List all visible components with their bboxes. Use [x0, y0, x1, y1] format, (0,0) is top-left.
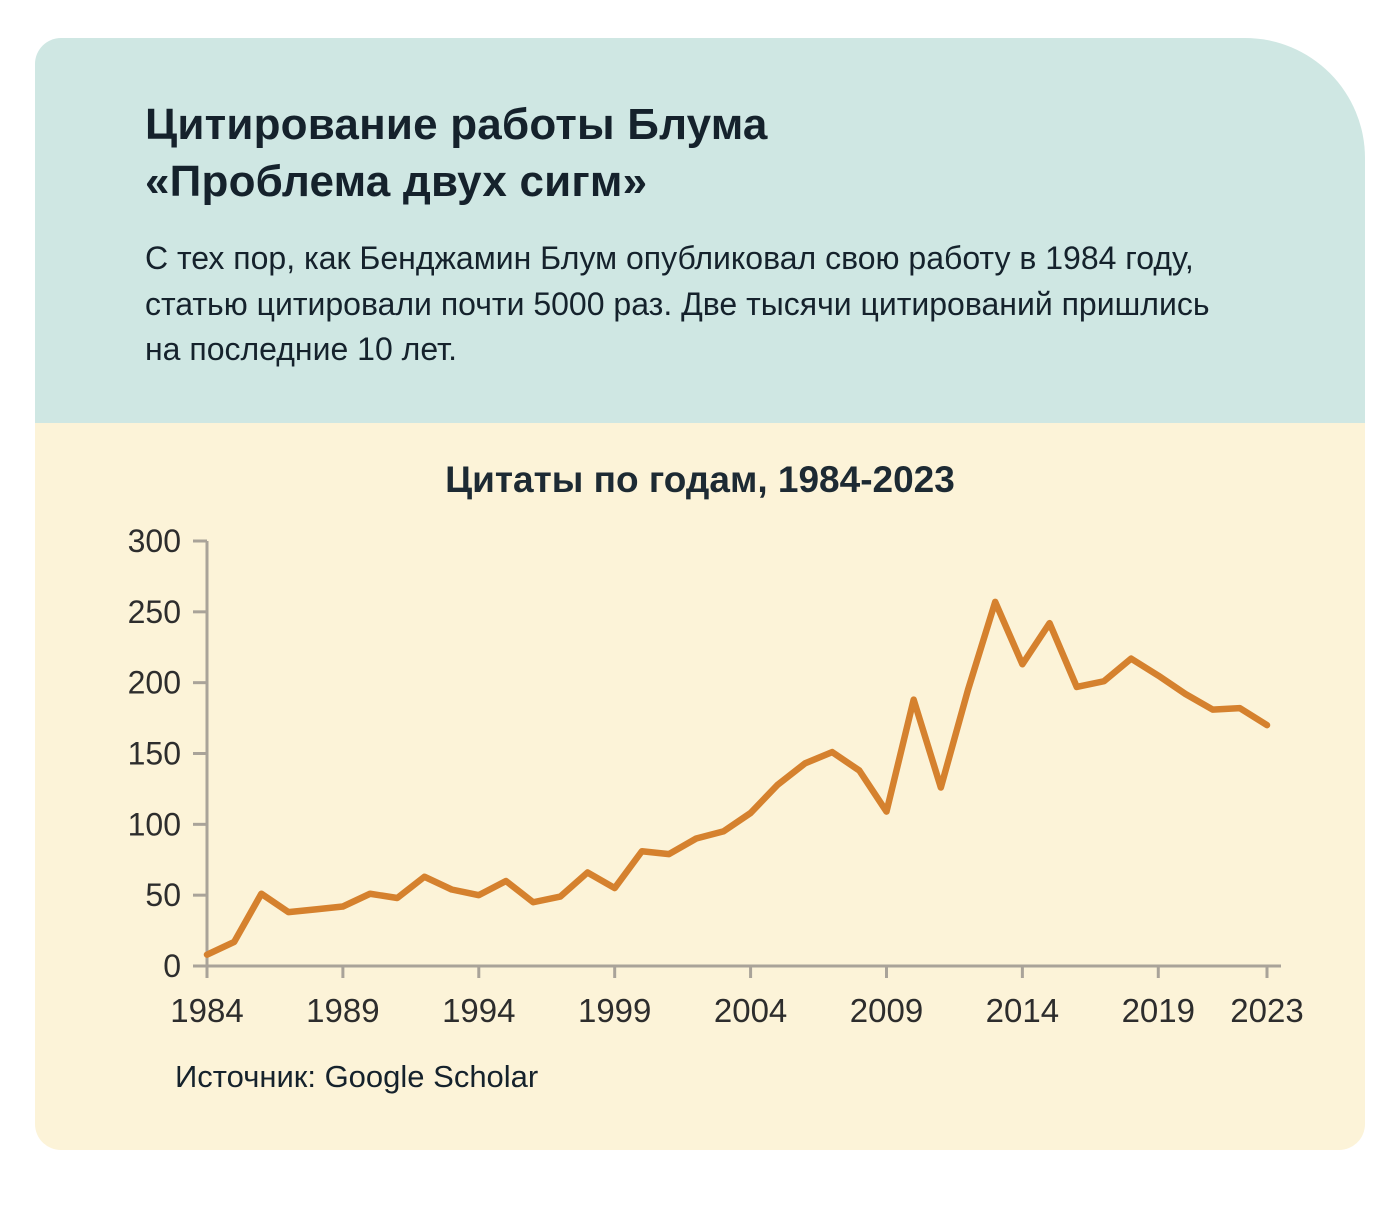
- svg-text:2023: 2023: [1230, 992, 1303, 1029]
- svg-text:1989: 1989: [306, 992, 379, 1029]
- svg-text:2019: 2019: [1122, 992, 1195, 1029]
- chart-section: Цитаты по годам, 1984-2023 0 50 100 150 200 2…: [35, 422, 1365, 1150]
- subtitle-text: С тех пор, как Бенджамин Блум опубликова…: [145, 240, 1210, 368]
- svg-text:100: 100: [128, 806, 181, 842]
- page-title: Цитирование работы Блума «Проблема двух …: [145, 100, 768, 207]
- svg-text:2004: 2004: [714, 992, 787, 1029]
- chart-title: Цитаты по годам, 1984-2023: [445, 458, 955, 500]
- svg-text:250: 250: [128, 594, 181, 630]
- svg-text:200: 200: [128, 664, 181, 700]
- svg-text:2014: 2014: [986, 992, 1059, 1029]
- svg-text:2009: 2009: [850, 992, 923, 1029]
- source-attribution: Источник: Google Scholar: [175, 1058, 539, 1094]
- infographic-card: Цитирование работы Блума «Проблема двух …: [35, 38, 1365, 1150]
- svg-text:1994: 1994: [442, 992, 515, 1029]
- svg-text:1984: 1984: [170, 992, 243, 1029]
- svg-text:0: 0: [163, 948, 181, 984]
- header-section: Цитирование работы Блума «Проблема двух …: [35, 38, 1365, 423]
- svg-text:50: 50: [145, 877, 181, 913]
- citations-line-chart: 0 50 100 150 200 250 300 1984 1989 1994 1999 2004 20…: [128, 523, 1304, 1029]
- svg-text:300: 300: [128, 523, 181, 559]
- svg-text:1999: 1999: [578, 992, 651, 1029]
- svg-text:150: 150: [128, 735, 181, 771]
